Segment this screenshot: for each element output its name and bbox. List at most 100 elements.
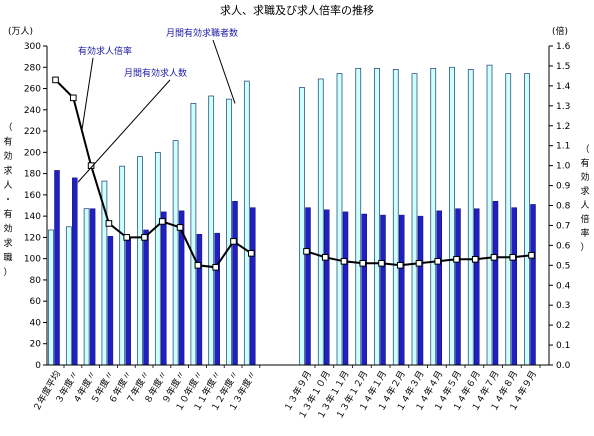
right-unit-label: (倍): [552, 25, 568, 37]
right-tick-label-0.5: 0.5: [556, 261, 570, 271]
left-axis-title-char-11: ）: [3, 267, 12, 278]
ratio-point-5: [123, 234, 131, 241]
bar-seekers-20: [430, 67, 437, 366]
right-tick-label-0.4: 0.4: [556, 281, 571, 291]
ratio-point-21: [453, 256, 460, 263]
right-axis-title-char-1: （: [580, 144, 589, 155]
left-axis-title-char-4: 求: [3, 165, 12, 177]
annotation-openings: 月間有効求人数: [124, 67, 187, 79]
bar-openings-25: [530, 204, 536, 366]
left-tick-label-200: 200: [24, 148, 41, 158]
left-tick-label-40: 40: [30, 318, 42, 328]
right-tick-label-1.4: 1.4: [556, 82, 571, 92]
bar-seekers-18: [392, 69, 399, 366]
bar-openings-7: [161, 211, 167, 366]
bar-openings-20: [436, 210, 442, 366]
bar-seekers-12: [243, 80, 250, 366]
left-axis-title-char-6: ・: [3, 196, 12, 206]
left-tick-label-180: 180: [24, 170, 41, 180]
ratio-point-19: [415, 260, 423, 267]
left-tick-label-0: 0: [35, 361, 41, 371]
bar-openings-23: [492, 200, 499, 366]
bar-openings-12: [250, 207, 256, 366]
bar-seekers-23: [486, 64, 493, 366]
bar-openings-1: [54, 170, 60, 366]
right-axis-title-char-4: 求: [580, 185, 589, 197]
ratio-point-1: [52, 76, 59, 84]
left-tick-label-220: 220: [24, 127, 41, 137]
left-axis-title-char-1: （: [3, 122, 12, 133]
ratio-point-3: [87, 162, 95, 169]
ratio-point-8: [176, 224, 184, 231]
left-axis-title-char-5: 人: [3, 180, 12, 191]
annotation-openings-leader: [77, 79, 171, 183]
left-tick-label-300: 300: [24, 42, 41, 52]
bar-openings-15: [342, 211, 349, 366]
right-tick-label-1.1: 1.1: [556, 142, 570, 152]
left-tick-label-100: 100: [24, 255, 41, 265]
right-axis-title-char-5: 人: [580, 200, 589, 211]
ratio-point-2: [70, 94, 77, 102]
ratio-line-annual: [54, 79, 252, 269]
bar-seekers-9: [190, 103, 197, 366]
ratio-point-23: [490, 254, 498, 261]
left-tick-label-240: 240: [24, 106, 41, 116]
right-axis-title-char-8: ）: [580, 242, 589, 253]
ratio-point-20: [434, 258, 442, 265]
bar-seekers-19: [411, 73, 418, 366]
bar-seekers-14: [317, 78, 324, 366]
right-tick-label-0.1: 0.1: [556, 341, 570, 351]
left-tick-label-120: 120: [24, 233, 41, 243]
bar-openings-10: [214, 232, 220, 366]
right-tick-label-0.7: 0.7: [556, 221, 570, 231]
ratio-point-6: [141, 234, 148, 241]
bar-openings-22: [474, 208, 480, 366]
bar-openings-3: [89, 208, 96, 366]
bar-openings-21: [455, 208, 461, 366]
right-tick-label-0.3: 0.3: [556, 301, 570, 311]
bar-seekers-15: [336, 73, 343, 366]
ratio-point-22: [471, 256, 479, 263]
right-axis-title-char-3: 効: [580, 171, 589, 183]
right-tick-label-1.0: 1.0: [556, 162, 571, 172]
bar-openings-6: [143, 229, 149, 366]
chart-title: 求人、求職及び求人倍率の推移: [220, 3, 374, 17]
ratio-point-4: [105, 220, 113, 227]
bar-seekers-24: [505, 73, 512, 366]
annotation-seekers-leader: [212, 39, 236, 104]
bar-seekers-8: [172, 140, 179, 366]
ratio-point-11: [230, 238, 237, 245]
left-tick-label-280: 280: [24, 63, 41, 73]
ratio-point-15: [340, 258, 348, 265]
bar-seekers-17: [374, 67, 380, 366]
bar-seekers-21: [449, 66, 455, 366]
right-tick-label-0.8: 0.8: [556, 202, 571, 212]
bar-openings-19: [417, 215, 424, 366]
left-axis-title-char-10: 職: [3, 253, 12, 264]
bar-openings-11: [232, 200, 238, 366]
left-tick-label-160: 160: [24, 191, 41, 201]
bar-seekers-3: [83, 208, 90, 366]
ratio-point-14: [321, 254, 329, 261]
bar-seekers-1: [48, 229, 54, 366]
right-tick-label-0.6: 0.6: [556, 241, 571, 251]
annotation-seekers: 月間有効求職者数: [166, 27, 238, 39]
ratio-point-16: [359, 260, 367, 267]
ratio-point-13: [303, 248, 310, 255]
right-tick-label-0.9: 0.9: [556, 182, 571, 192]
ratio-point-24: [509, 254, 517, 261]
bar-openings-16: [361, 213, 367, 366]
ratio-point-17: [378, 260, 385, 267]
bar-seekers-2: [65, 226, 72, 366]
bar-seekers-5: [119, 165, 126, 366]
bar-openings-13: [305, 207, 311, 366]
ratio-point-18: [396, 262, 404, 269]
annotation-ratio-leader: [81, 57, 94, 130]
left-axis-title-char-9: 求: [3, 237, 12, 249]
bar-seekers-11: [226, 98, 232, 366]
x-tick-label-1: ２年度平均: [30, 369, 63, 414]
left-unit-label: (万人): [8, 26, 33, 37]
right-axis-title-char-7: 率: [580, 227, 589, 239]
right-tick-label-0.0: 0.0: [556, 361, 571, 371]
